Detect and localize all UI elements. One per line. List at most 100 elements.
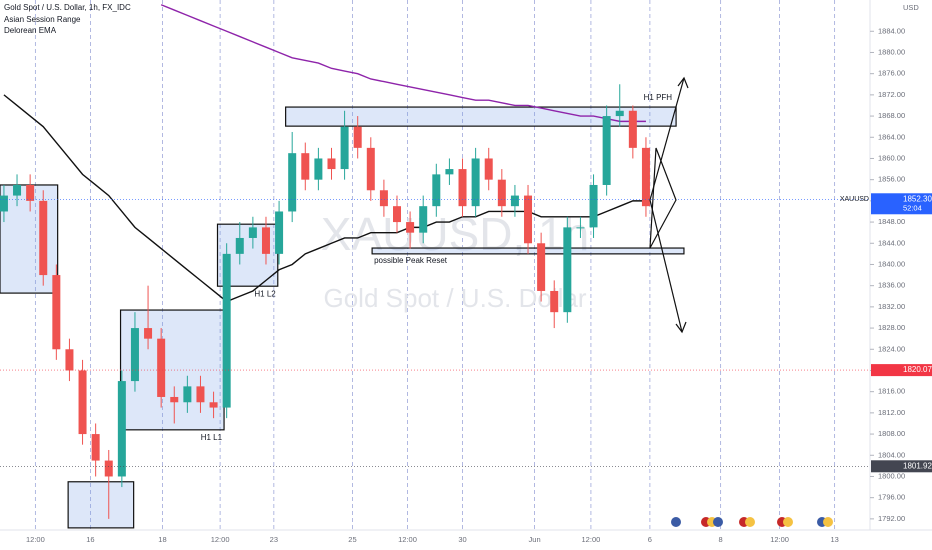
candle-body xyxy=(379,190,388,207)
candle-body xyxy=(419,206,428,233)
symbol-tag: XAUUSD xyxy=(840,196,869,203)
candle-body xyxy=(458,169,467,207)
candle-body xyxy=(170,396,179,403)
candle-body xyxy=(366,147,375,191)
candle-body xyxy=(144,328,153,339)
candle-body xyxy=(432,174,441,207)
price-tag-label: 1852.30 xyxy=(903,194,932,203)
candle-body xyxy=(497,179,506,207)
axes: 1792.00 1796.00 1800.00 1804.00 1808.00 1812.… xyxy=(26,26,932,544)
candle-body xyxy=(406,222,415,233)
y-tick-label: 1844.00 xyxy=(878,238,905,247)
y-tick-label: 1800.00 xyxy=(878,471,905,480)
chart-title: Gold Spot / U.S. Dollar, 1h, FX_IDC xyxy=(4,3,131,12)
x-tick-label: 30 xyxy=(458,535,466,544)
y-tick-label: 1828.00 xyxy=(878,323,905,332)
candle-body xyxy=(117,381,126,477)
candle-body xyxy=(602,116,611,185)
candle-body xyxy=(510,195,519,207)
price-tag-label: 1801.92 xyxy=(903,461,932,470)
y-tick-label: 1872.00 xyxy=(878,90,905,99)
watermark-sub: Gold Spot / U.S. Dollar xyxy=(324,283,587,313)
y-tick-label: 1880.00 xyxy=(878,47,905,56)
candle-body xyxy=(209,402,218,408)
candle-body xyxy=(0,195,8,212)
price-tag-label: 1820.07 xyxy=(903,365,932,374)
zone-label: possible Peak Reset xyxy=(374,256,448,265)
y-tick-label: 1836.00 xyxy=(878,281,905,290)
candle-body xyxy=(327,158,336,170)
candle-body xyxy=(340,126,349,170)
x-tick-label: 8 xyxy=(719,535,723,544)
y-tick-label: 1824.00 xyxy=(878,344,905,353)
candle-body xyxy=(130,328,139,382)
x-tick-label: 23 xyxy=(270,535,278,544)
zone xyxy=(285,106,677,127)
candle-body xyxy=(628,110,637,148)
y-tick-label: 1864.00 xyxy=(878,132,905,141)
zone-label: H1 L1 xyxy=(201,433,223,442)
y-tick-label: 1796.00 xyxy=(878,493,905,502)
candle-body xyxy=(65,349,74,371)
y-tick-label: 1816.00 xyxy=(878,387,905,396)
price-tag xyxy=(871,460,932,473)
candle-body xyxy=(550,290,559,313)
candle-body xyxy=(157,338,166,397)
x-tick-label: 16 xyxy=(86,535,94,544)
candle-body xyxy=(248,227,257,238)
x-tick-label: 12:00 xyxy=(398,535,417,544)
candle-body xyxy=(524,195,533,244)
price-tag xyxy=(871,193,932,215)
x-tick-label: Jun xyxy=(529,535,541,544)
event-icons xyxy=(671,517,833,527)
candle-body xyxy=(445,169,454,175)
candle-body xyxy=(288,153,297,212)
candle-body xyxy=(301,153,310,180)
candle-body xyxy=(393,206,402,223)
candle-body xyxy=(563,227,572,313)
y-tick-label: 1812.00 xyxy=(878,408,905,417)
candle-body xyxy=(589,184,598,228)
y-tick-label: 1884.00 xyxy=(878,26,905,35)
candle-body xyxy=(537,243,546,291)
candle-body xyxy=(484,158,493,180)
y-tick-label: 1832.00 xyxy=(878,302,905,311)
candle-body xyxy=(235,237,244,254)
candle-body xyxy=(576,227,585,229)
x-tick-label: 12:00 xyxy=(26,535,45,544)
zone-label: H1 L2 xyxy=(254,289,276,298)
x-tick-label: 13 xyxy=(830,535,838,544)
candle-body xyxy=(52,275,61,350)
y-tick-label: 1840.00 xyxy=(878,259,905,268)
candle-body xyxy=(183,386,192,403)
candle-body xyxy=(26,184,35,201)
zone-label: H1 PFH xyxy=(644,93,673,102)
candle-body xyxy=(314,158,323,180)
x-tick-label: 12:00 xyxy=(582,535,601,544)
y-tick-label: 1868.00 xyxy=(878,111,905,120)
candle-body xyxy=(78,370,87,435)
candle-body xyxy=(641,147,650,207)
candle-body xyxy=(91,434,100,461)
y-tick-label: 1876.00 xyxy=(878,69,905,78)
price-tag-countdown: 52:04 xyxy=(903,203,922,212)
ema-line xyxy=(3,94,646,303)
x-tick-label: 18 xyxy=(158,535,166,544)
session-separators xyxy=(34,0,836,530)
candle-body xyxy=(471,158,480,207)
x-tick-label: 12:00 xyxy=(770,535,789,544)
currency-label: USD xyxy=(903,3,919,12)
zone xyxy=(67,481,135,529)
x-tick-label: 25 xyxy=(348,535,356,544)
y-tick-label: 1860.00 xyxy=(878,153,905,162)
candle-body xyxy=(261,227,270,254)
candle-body xyxy=(222,253,231,408)
x-tick-label: 12:00 xyxy=(211,535,230,544)
candle-body xyxy=(196,386,205,403)
candle-body xyxy=(275,211,284,254)
y-tick-label: 1792.00 xyxy=(878,514,905,523)
candle-body xyxy=(39,200,48,276)
y-tick-label: 1848.00 xyxy=(878,217,905,226)
